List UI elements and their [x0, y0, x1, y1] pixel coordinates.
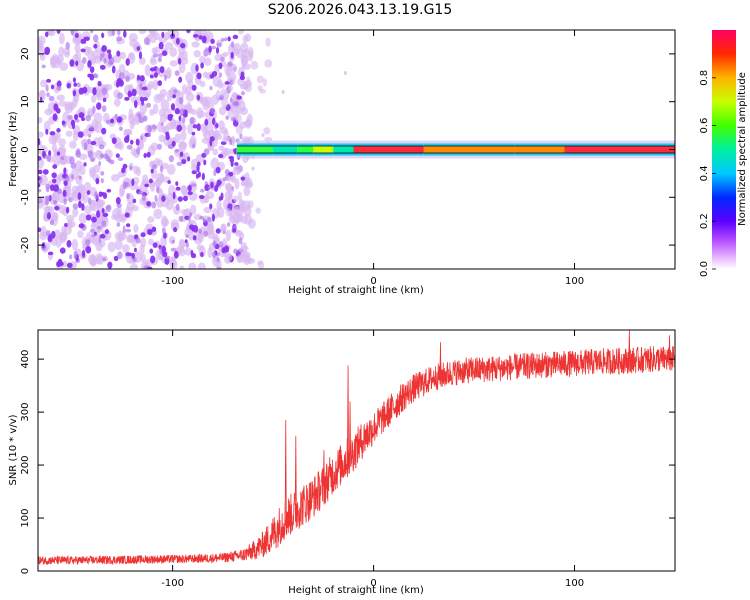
x-tick-label: 0 [370, 276, 376, 287]
y-tick-label: 10 [20, 95, 31, 108]
y-tick-label: 100 [20, 508, 31, 527]
x-tick-label: 0 [370, 578, 376, 589]
band-core [236, 146, 274, 153]
colorbar-gradient [712, 30, 736, 269]
colorbar-label: Normalized spectral amplitude [737, 72, 748, 226]
band-core [313, 146, 334, 153]
snr-y-label: SNR (10 * v/v) [8, 414, 19, 485]
y-tick-label: 0 [20, 568, 31, 574]
y-tick-label: 200 [20, 456, 31, 475]
spectrogram-x-ticks: -100 0 100 [161, 30, 584, 287]
spectrogram-y-ticks: -20 -10 0 10 20 [20, 48, 675, 253]
x-tick-label: -100 [161, 578, 184, 589]
band-core [564, 146, 675, 153]
band-core [297, 146, 314, 153]
signal-band [236, 140, 675, 159]
snr-y-ticks: 0 100 200 300 400 [20, 350, 675, 574]
band-core [333, 146, 354, 153]
band-core [273, 146, 298, 153]
colorbar-tick-label: 0.0 [699, 261, 710, 277]
spectrogram-y-label: Frequency (Hz) [8, 111, 19, 187]
y-tick-label: 20 [20, 48, 31, 61]
y-tick-label: 300 [20, 403, 31, 422]
band-core [423, 146, 515, 153]
spectrogram-x-label: Height of straight line (km) [288, 285, 424, 296]
snr-x-label: Height of straight line (km) [288, 585, 424, 596]
x-tick-label: 100 [565, 276, 584, 287]
x-tick-label: 100 [565, 578, 584, 589]
snr-panel: -100 0 100 0 100 200 300 400 Height of straigh… [8, 329, 676, 596]
colorbar-tick-label: 0.4 [699, 165, 710, 181]
colorbar-ticks: 0.0 0.2 0.4 0.6 0.8 [699, 70, 716, 277]
y-tick-label: -10 [20, 189, 31, 205]
y-tick-label: 0 [20, 146, 31, 152]
colorbar-tick-label: 0.2 [699, 213, 710, 229]
x-tick-label: -100 [161, 276, 184, 287]
colorbar-tick-label: 0.8 [699, 70, 710, 86]
figure-title: S206.2026.043.13.19.G15 [268, 2, 453, 18]
colorbar: 0.0 0.2 0.4 0.6 0.8 Normalized spectral ampl… [699, 30, 748, 277]
noise-scatter [38, 30, 347, 269]
band-core [353, 146, 424, 153]
y-tick-label: -20 [20, 237, 31, 253]
y-tick-label: 400 [20, 350, 31, 369]
snr-series-line [38, 330, 675, 566]
band-core [514, 146, 565, 153]
snr-frame [37, 329, 676, 572]
snr-x-ticks: -100 0 100 [161, 330, 584, 589]
colorbar-tick-label: 0.6 [699, 118, 710, 134]
